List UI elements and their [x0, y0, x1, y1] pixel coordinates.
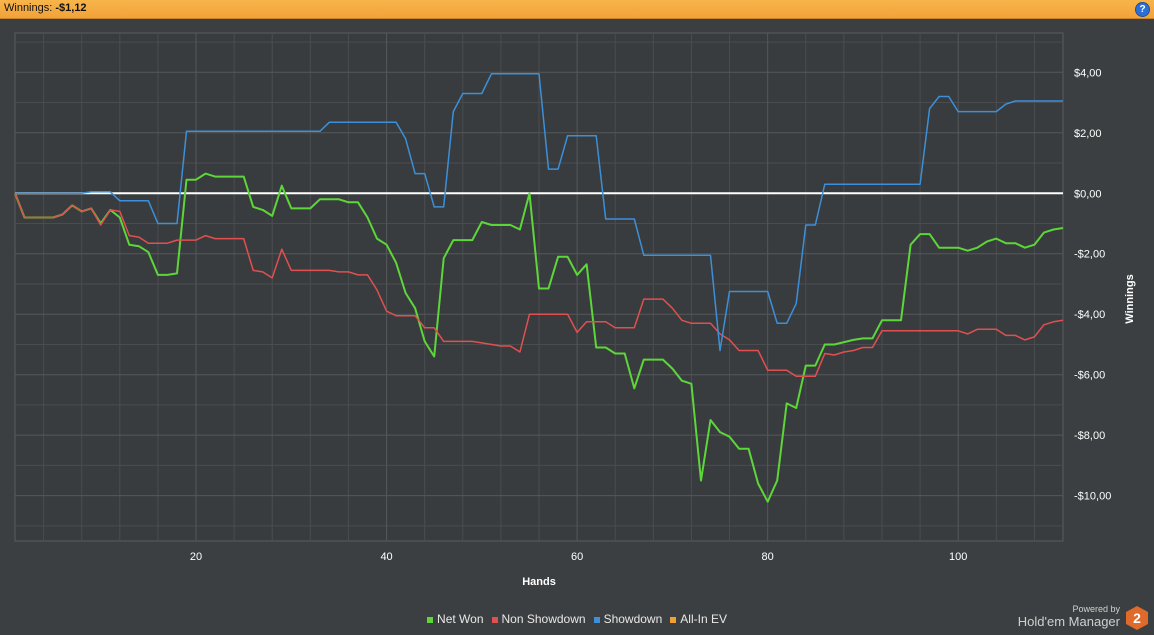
legend-item-net-won[interactable]: Net Won [427, 612, 484, 626]
y-tick-label: -$6,00 [1074, 370, 1105, 382]
x-tick-labels: 20 40 60 80 100 [190, 551, 967, 563]
legend-item-all-in-ev[interactable]: All-In EV [670, 612, 727, 626]
minor-gridlines [15, 33, 1063, 541]
legend-swatch [427, 616, 434, 623]
y-tick-label: -$8,00 [1074, 430, 1105, 442]
y-tick-label: $0,00 [1074, 188, 1102, 200]
series-line-net-won [14, 172, 1064, 503]
winnings-summary: Winnings: -$1,12 [4, 2, 87, 14]
y-tick-labels: $4,00 $2,00 $0,00 -$2,00 -$4,00 -$6,00 -$8,00 -… [1074, 67, 1111, 502]
x-tick-label: 60 [571, 551, 583, 563]
legend-swatch [491, 616, 498, 623]
legend-item-showdown[interactable]: Showdown [593, 612, 663, 626]
legend-label: Non Showdown [501, 612, 586, 626]
winnings-value: -$1,12 [55, 2, 87, 14]
legend-swatch [670, 616, 677, 623]
hem-logo-icon: 2 [1126, 606, 1148, 630]
logo-text: 2 [1133, 610, 1141, 626]
chart-legend: Net Won Non Showdown Showdown All-In EV [0, 612, 1154, 626]
legend-swatch [593, 616, 600, 623]
winnings-chart: 20 40 60 80 100 $4,00 $2,00 $0,00 -$2,00 -$4,00 -… [14, 32, 1136, 588]
legend-item-non-showdown[interactable]: Non Showdown [491, 612, 586, 626]
help-icon[interactable]: ? [1135, 2, 1150, 17]
legend-label: All-In EV [680, 612, 727, 626]
winnings-label: Winnings: [4, 2, 53, 14]
major-gridlines [15, 33, 1063, 541]
series-line-non-showdown [14, 193, 1064, 377]
x-axis-label: Hands [522, 576, 556, 588]
y-tick-label: -$10,00 [1074, 491, 1111, 503]
y-tick-label: -$2,00 [1074, 249, 1105, 261]
product-name: Hold'em Manager [1017, 614, 1120, 629]
y-axis-label: Winnings [1124, 274, 1136, 323]
winnings-header: Winnings: -$1,12 ? [0, 0, 1154, 19]
x-tick-label: 100 [949, 551, 967, 563]
x-tick-label: 40 [380, 551, 392, 563]
y-tick-label: $2,00 [1074, 128, 1102, 140]
legend-label: Net Won [437, 612, 484, 626]
x-tick-label: 20 [190, 551, 202, 563]
powered-by-text: Powered by [1072, 604, 1120, 614]
series-line-showdown [15, 73, 1063, 352]
legend-label: Showdown [603, 612, 663, 626]
x-tick-label: 80 [762, 551, 774, 563]
series-lines [14, 73, 1064, 503]
y-tick-label: $4,00 [1074, 67, 1102, 79]
branding: Powered by Hold'em Manager [1018, 604, 1120, 629]
y-tick-label: -$4,00 [1074, 309, 1105, 321]
